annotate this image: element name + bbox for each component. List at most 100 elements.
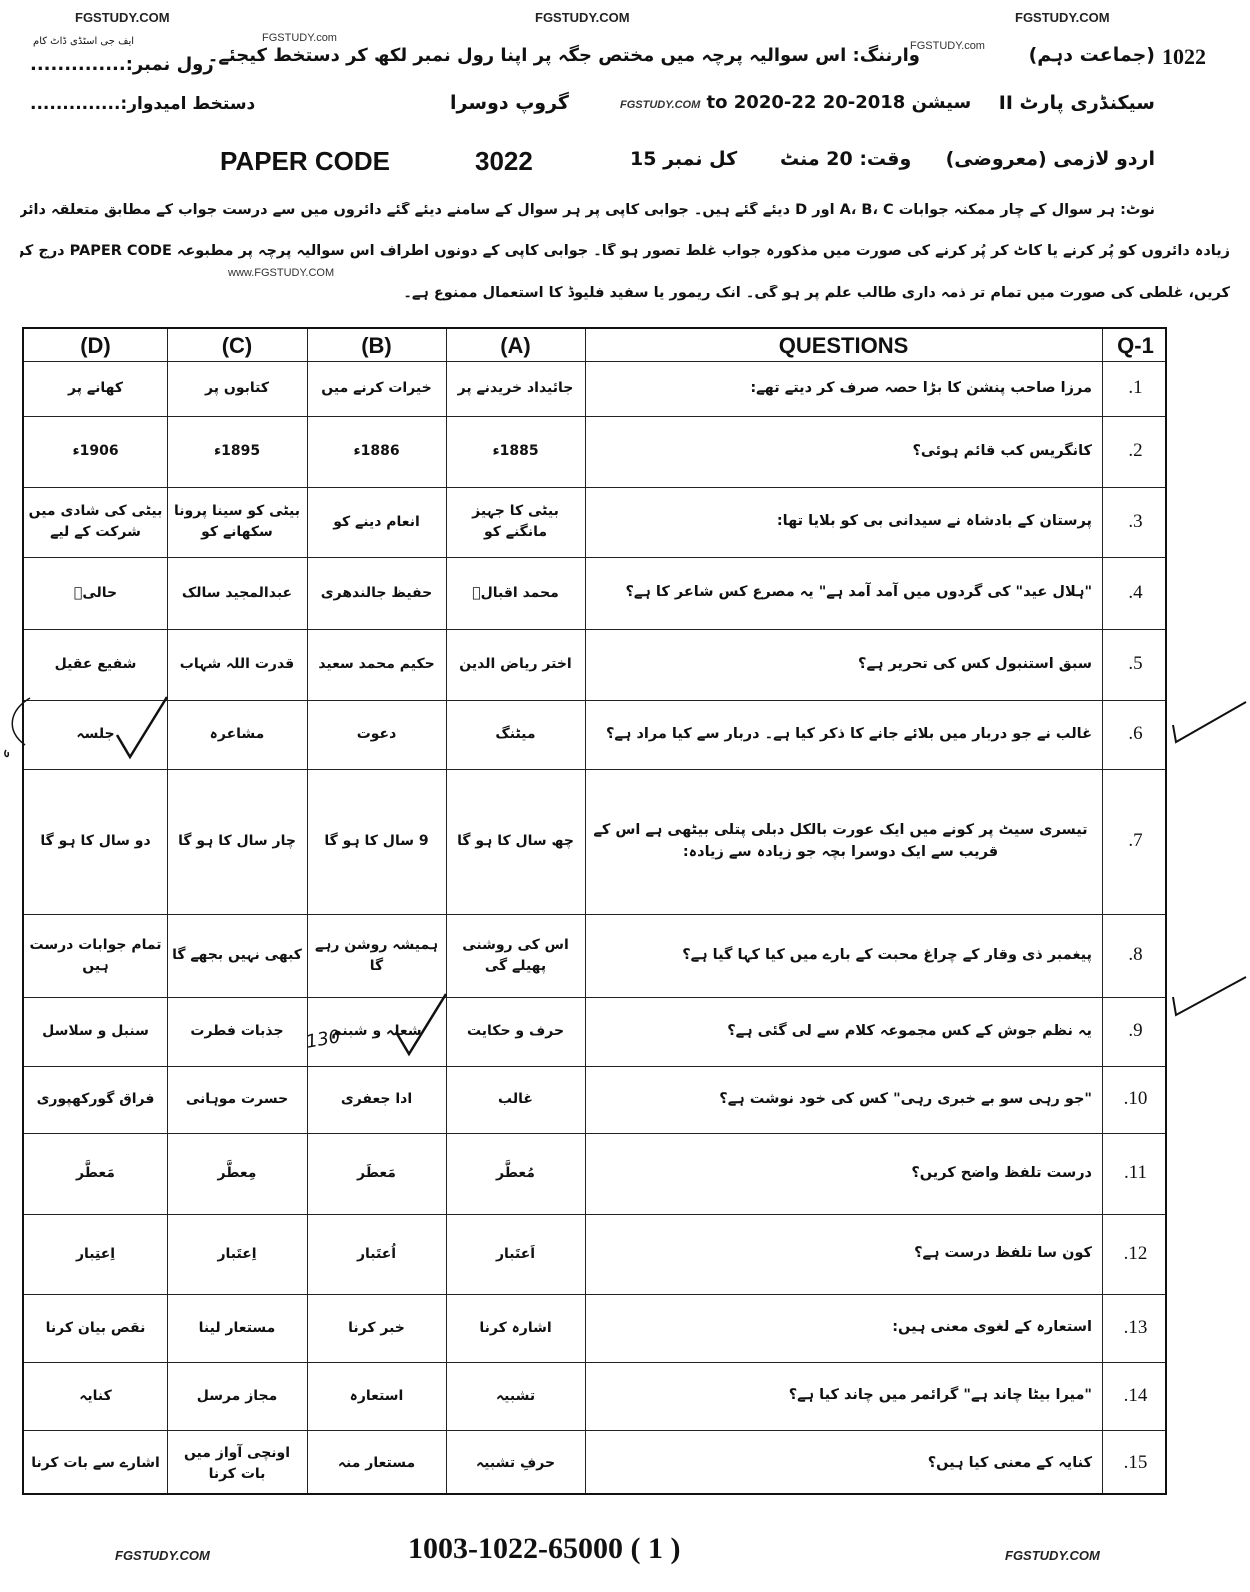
option-a: محمد اقبالؔ — [472, 584, 559, 601]
row-divider — [24, 1294, 1165, 1295]
option-c: جذبات فطرت — [190, 1023, 284, 1039]
option-a: چھ سال کا ہو گا — [457, 833, 574, 849]
question-text: "جو رہی سو بے خبری رہی" کس کی خود نوشت ہ… — [719, 1090, 1092, 1107]
margin-scribble-icon — [4, 697, 31, 758]
row-divider — [24, 1430, 1165, 1431]
option-d: حالیؔ — [73, 584, 118, 601]
group-label: گروپ دوسرا — [450, 92, 569, 114]
option-d: 1906ء — [72, 443, 119, 459]
row-divider — [24, 557, 1165, 558]
question-number: .11 — [1123, 1162, 1148, 1184]
question-number: .10 — [1123, 1088, 1148, 1110]
row-divider — [24, 361, 1165, 362]
question-text: "ہلال عید" کی گردوں میں آمد آمد ہے" یہ م… — [625, 584, 1092, 601]
watermark: FGSTUDY.COM — [75, 10, 170, 25]
row-divider — [24, 1133, 1165, 1134]
question-number: .12 — [1123, 1242, 1148, 1264]
option-d: فراق گورکھپوری — [36, 1091, 155, 1107]
question-number: .9 — [1128, 1020, 1143, 1042]
option-c: قدرت اللہ شہاب — [179, 656, 295, 672]
option-b: خیرات کرنے میں — [321, 380, 432, 396]
instructions-line-3: کریں، غلطی کی صورت میں تمام تر ذمہ داری … — [403, 285, 1230, 301]
question-text: پیغمبر ذی وقار کے چراغ محبت کے بارے میں … — [682, 946, 1092, 963]
question-number: .2 — [1128, 440, 1143, 462]
option-a: اس کی روشنی پھیلے گی — [462, 936, 569, 974]
option-d: جلسہ — [76, 726, 115, 742]
question-text: کانگریس کب قائم ہوئی؟ — [912, 442, 1092, 459]
option-d: دو سال کا ہو گا — [40, 833, 151, 849]
watermark: FGSTUDY.COM — [535, 10, 630, 25]
question-text: غالب نے جو دربار میں بلائے جانے کا ذکر ک… — [606, 725, 1092, 742]
watermark: www.FGSTUDY.COM — [228, 267, 335, 279]
option-b: اُعتَبار — [356, 1245, 397, 1262]
option-d: تمام جوابات درست ہیں — [29, 936, 162, 974]
column-divider — [167, 329, 168, 1493]
header-c: (C) — [221, 332, 253, 358]
answer-checkmark-icon — [394, 993, 448, 1057]
question-text: درست تلفظ واضح کریں؟ — [911, 1164, 1092, 1181]
option-a: بیٹی کا جہیز مانگنے کو — [472, 503, 559, 540]
question-number: .5 — [1128, 653, 1143, 675]
header-number: Q-1 — [1117, 332, 1154, 358]
session-label: FGSTUDY.COM سیشن 2018-20 to 2020-22 — [620, 92, 971, 113]
question-number: .6 — [1128, 723, 1143, 745]
option-b: خبر کرنا — [348, 1319, 405, 1336]
question-number: .13 — [1123, 1316, 1148, 1338]
watermark: FGSTUDY.COM — [1005, 1548, 1100, 1563]
option-a: اَعتَبار — [495, 1245, 536, 1262]
header-question: QUESTIONS — [778, 332, 909, 358]
option-a: غالب — [498, 1091, 533, 1107]
option-d: نقص بیان کرنا — [45, 1319, 146, 1336]
option-b: دعوت — [356, 726, 397, 742]
time-label: وقت: 20 منٹ — [780, 148, 912, 170]
row-divider — [24, 629, 1165, 630]
roll-number-field: رول نمبر:.............. — [30, 54, 214, 75]
option-a: جائیداد خریدنے پر — [457, 380, 574, 396]
paper-code: 3022 — [475, 146, 533, 176]
option-b: مَعطَر — [357, 1165, 396, 1181]
option-d: کھانے پر — [68, 380, 123, 396]
option-d: سنبل و سلاسل — [42, 1023, 149, 1039]
header-b: (B) — [361, 332, 392, 358]
option-a: اشارہ کرنا — [479, 1319, 552, 1336]
class-label: (جماعت دہم) — [1028, 44, 1155, 66]
margin-checkmark-icon — [1172, 701, 1247, 744]
option-d: شفیع عقیل — [54, 656, 137, 672]
question-number: .8 — [1128, 944, 1143, 966]
question-number: .4 — [1128, 581, 1143, 603]
option-c: کتابوں پر — [205, 380, 269, 396]
option-d: مَعطَّر — [76, 1165, 115, 1181]
option-c: عبدالمجید سالک — [181, 584, 293, 601]
option-a: تشبیہ — [495, 1387, 536, 1404]
watermark: FGSTUDY.COM — [115, 1548, 210, 1563]
option-c: اِعتَبار — [217, 1245, 257, 1262]
option-d: اشارے سے بات کرنا — [31, 1455, 160, 1471]
question-text: یہ نظم جوش کے کس مجموعہ کلام سے لی گئی ہ… — [727, 1022, 1092, 1039]
subject-label: اردو لازمی (معروضی) — [945, 148, 1155, 170]
row-divider — [24, 700, 1165, 701]
option-b: انعام دینے کو — [333, 513, 420, 530]
instructions-line-2: زیادہ دائروں کو پُر کرنے یا کاٹ کر پُر ک… — [20, 243, 1230, 259]
candidate-signature-field: دستخط امیدوار:.............. — [30, 94, 256, 114]
column-divider — [307, 329, 308, 1493]
option-c: 1895ء — [213, 443, 261, 459]
option-b: 1886ء — [353, 443, 400, 459]
paper-code-label: PAPER CODE — [220, 146, 390, 176]
footer-code: 1003-1022-65000 ( 1 ) — [408, 1532, 681, 1565]
watermark: FGSTUDY.com — [910, 40, 985, 52]
option-b: حفیظ جالندھری — [320, 584, 433, 601]
option-d: اِعتِبار — [75, 1245, 116, 1262]
row-divider — [24, 487, 1165, 488]
column-divider — [1102, 329, 1103, 1493]
option-b: مستعار منہ — [337, 1455, 416, 1471]
option-a: مُعطَّر — [496, 1165, 535, 1181]
option-c: اونچی آواز میں بات کرنا — [183, 1444, 291, 1482]
question-number: .15 — [1123, 1452, 1148, 1474]
question-text: "میرا بیٹا چاند ہے" گرائمر میں چاند کیا … — [788, 1387, 1092, 1404]
option-c: بیٹی کو سینا پرونا سکھانے کو — [173, 503, 301, 540]
option-c: مستعار لینا — [198, 1319, 276, 1336]
option-c: مِعطَّر — [217, 1165, 257, 1181]
questions-table: (D) (C) (B) (A) QUESTIONS Q-1 کھانے پر کتابوں پ… — [22, 327, 1167, 1495]
column-divider — [446, 329, 447, 1493]
row-divider — [24, 1362, 1165, 1363]
